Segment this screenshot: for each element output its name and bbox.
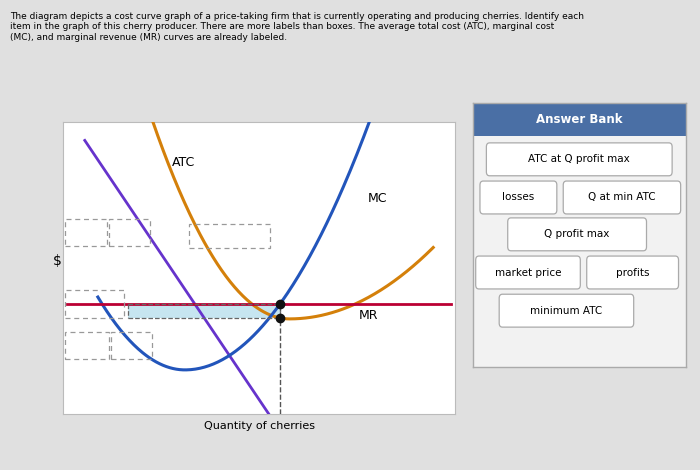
Text: MR: MR	[359, 309, 379, 322]
FancyBboxPatch shape	[480, 181, 556, 214]
Text: Answer Bank: Answer Bank	[536, 113, 622, 126]
Y-axis label: $: $	[53, 254, 62, 268]
FancyBboxPatch shape	[486, 143, 672, 176]
Polygon shape	[128, 305, 280, 318]
X-axis label: Quantity of cherries: Quantity of cherries	[204, 421, 314, 431]
Text: minimum ATC: minimum ATC	[531, 306, 603, 316]
Text: MC: MC	[368, 192, 387, 205]
FancyBboxPatch shape	[476, 256, 580, 289]
Text: losses: losses	[503, 193, 535, 203]
FancyBboxPatch shape	[587, 256, 678, 289]
FancyBboxPatch shape	[473, 103, 686, 136]
Text: Q profit max: Q profit max	[545, 229, 610, 239]
FancyBboxPatch shape	[508, 218, 647, 251]
Text: ATC at Q profit max: ATC at Q profit max	[528, 154, 630, 164]
FancyBboxPatch shape	[564, 181, 680, 214]
FancyBboxPatch shape	[499, 294, 634, 327]
Text: market price: market price	[495, 267, 561, 277]
Text: Q at min ATC: Q at min ATC	[588, 193, 656, 203]
Text: ATC: ATC	[172, 156, 195, 169]
Text: profits: profits	[616, 267, 650, 277]
Text: The diagram depicts a cost curve graph of a price-taking firm that is currently : The diagram depicts a cost curve graph o…	[10, 12, 584, 41]
